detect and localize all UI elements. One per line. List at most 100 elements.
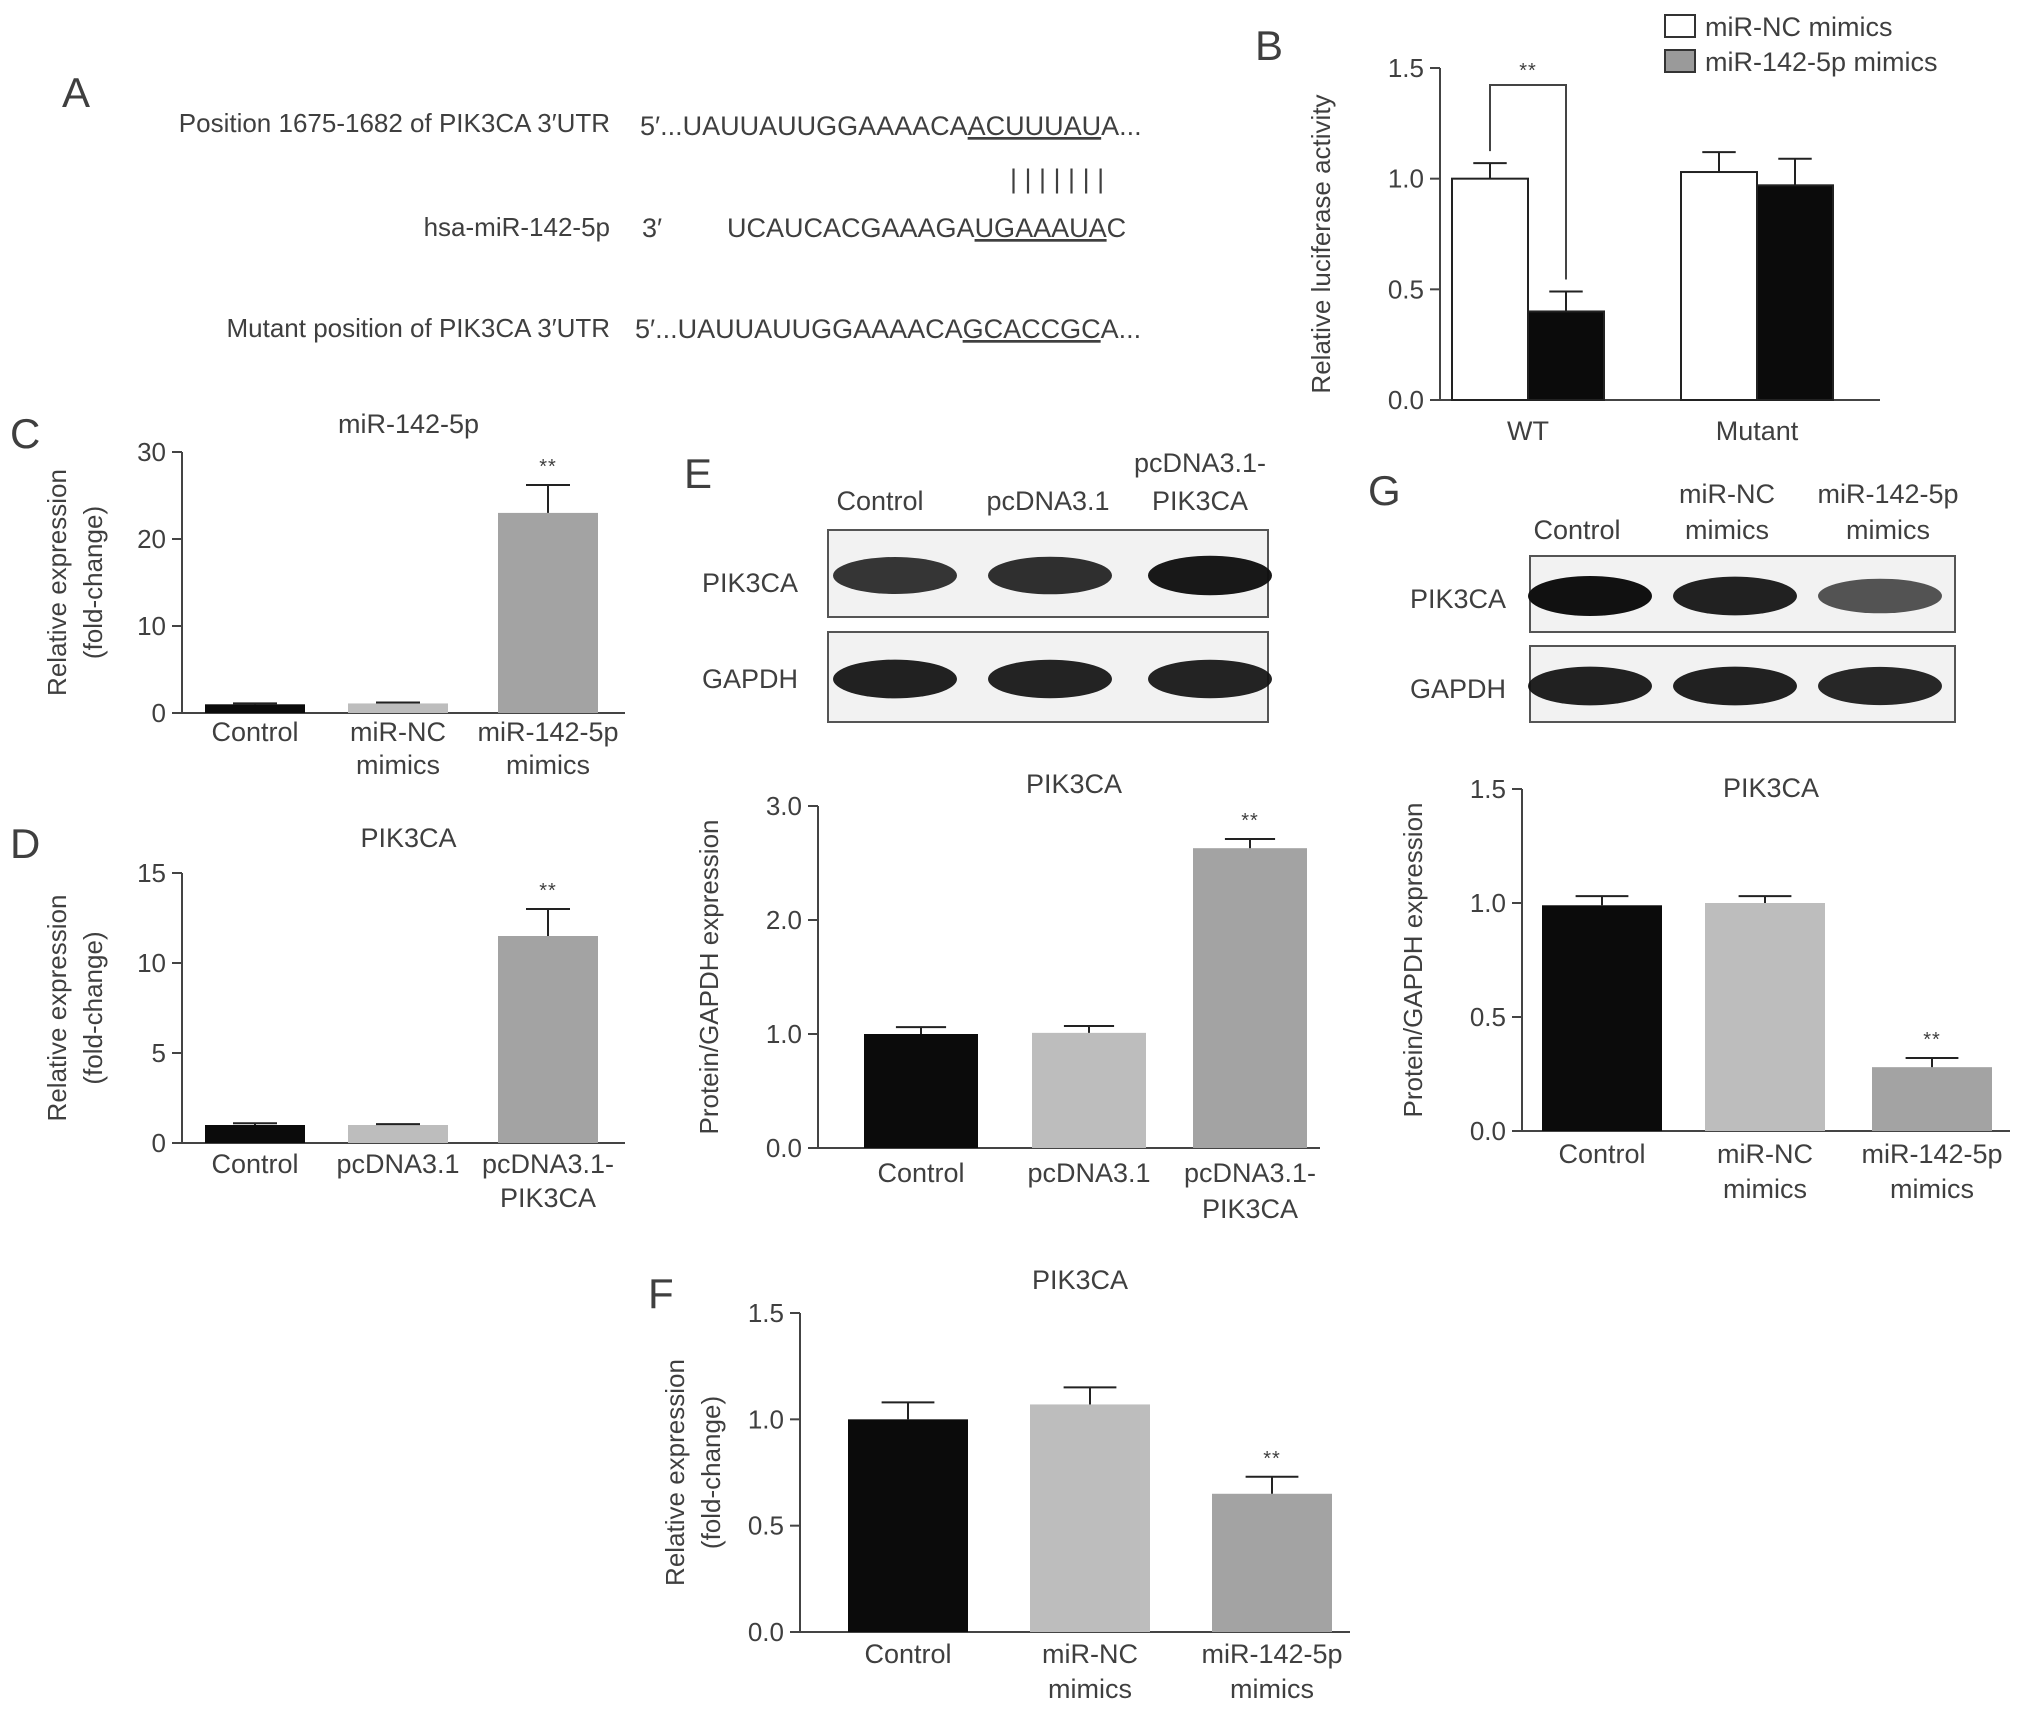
base-pair-lines: | | | | | | | [1010,164,1104,194]
chart-e-protein-expression: 0.0 1.0 2.0 3.0 PIK3CA Control pcDNA3.1 ** pcDNA… [694,769,1320,1224]
blot-g-row-pik3ca: PIK3CA [1410,584,1506,614]
blot-e-col-control: Control [836,486,923,516]
mirna-seed: UGAAAUA [975,213,1107,243]
y-axis-label: Protein/GAPDH expression [694,819,724,1134]
bar [348,1125,448,1143]
utr-wt-suffix: A... [1101,111,1142,141]
chart-f-pik3ca-expression: 0.0 0.5 1.0 1.5 PIK3CA Control miR-NC mimics ** m… [660,1265,1350,1704]
x-category-label: miR-NC [1042,1639,1138,1669]
bar [1527,310,1605,402]
mirna-label: hsa-miR-142-5p [424,212,610,242]
legend-swatch-nc [1664,14,1696,38]
utr-mutant-prefix: 5′...UAUUAUUGGAAAACA [635,314,963,344]
blot-g-col-control: Control [1533,515,1620,545]
y-tick-label: 3.0 [766,791,802,821]
utr-wt-sequence: 5′...UAUUAUUGGAAAACAACUUUAUA... [640,111,1142,141]
x-category-label: miR-NC [1717,1139,1813,1169]
x-category-label: PIK3CA [500,1183,596,1213]
significance-marker: ** [539,456,557,478]
western-blot-e: Control pcDNA3.1 pcDNA3.1- PIK3CA PIK3CA… [702,448,1272,723]
blot-e-col-pcdna-pik3ca-1: pcDNA3.1- [1134,448,1266,478]
chart-title: PIK3CA [360,823,456,853]
bar [205,1125,305,1143]
chart-g-protein-expression: 0.0 0.5 1.0 1.5 PIK3CA Control miR-NC mimics ** m… [1398,773,2010,1204]
y-tick-label: 0.5 [748,1511,784,1541]
mirna-sequence: UCAUCACGAAAGAUGAAAUAC [727,213,1126,243]
bar [1872,1067,1992,1131]
y-tick-label: 0.5 [1388,274,1424,304]
bar [848,1419,968,1632]
x-category-label: Control [211,717,298,747]
x-category-label: WT [1507,416,1549,446]
x-category-label: Control [864,1639,951,1669]
blot-e-col-pcdna-pik3ca-2: PIK3CA [1152,486,1248,516]
y-tick-label: 1.5 [1388,53,1424,83]
blot-band [833,659,957,699]
x-category-label: Mutant [1716,416,1799,446]
blot-g-row-gapdh: GAPDH [1410,674,1506,704]
panel-letter-g: G [1368,467,1401,514]
y-tick-label: 5 [152,1038,166,1068]
legend-label-nc: miR-NC mimics [1705,12,1892,42]
bar [348,703,448,713]
blot-e-row-gapdh: GAPDH [702,664,798,694]
panel-letter-e: E [684,450,712,497]
blot-g-col-nc-2: mimics [1685,515,1769,545]
bar [1212,1493,1332,1632]
y-axis-label: Relative expression [42,469,72,696]
panel-letter-b: B [1255,22,1283,69]
y-tick-label: 10 [137,948,166,978]
x-category-label: Control [211,1149,298,1179]
x-category-label: mimics [1230,1674,1314,1704]
blot-g-col-nc-1: miR-NC [1679,479,1775,509]
legend-b: miR-NC mimics miR-142-5p mimics [1664,12,1938,77]
chart-title: PIK3CA [1723,773,1819,803]
y-axis-label: Relative expression [660,1359,690,1586]
blot-band [1148,659,1272,699]
bar [1680,171,1758,401]
y-tick-label: 15 [137,858,166,888]
x-category-label: pcDNA3.1 [336,1149,459,1179]
x-category-label: pcDNA3.1- [482,1149,614,1179]
bar [1032,1032,1146,1148]
legend-swatch-mimic [1664,49,1696,73]
panel-letter-a: A [62,69,90,116]
utr-mutant-label: Mutant position of PIK3CA 3′UTR [227,313,611,343]
blot-band [1818,666,1942,706]
utr-mutant-suffix: A... [1101,314,1142,344]
y-axis-label: Protein/GAPDH expression [1398,802,1428,1117]
significance-bracket [1489,84,1567,280]
blot-band [1673,666,1797,706]
utr-wt-prefix: 5′...UAUUAUUGGAAAACA [640,111,968,141]
mirna-end-label: 3′ [642,213,662,243]
blot-band [1528,576,1652,616]
blot-band [1528,666,1652,706]
bar [1542,905,1662,1131]
x-category-label: mimics [1890,1174,1974,1204]
bar [1705,903,1825,1131]
y-tick-label: 20 [137,524,166,554]
y-tick-label: 10 [137,611,166,641]
x-category-label: Control [1558,1139,1645,1169]
significance-marker: ** [1923,1029,1941,1051]
y-tick-label: 0 [152,1128,166,1158]
x-category-label: mimics [356,750,440,780]
y-axis-label: Relative luciferase activity [1306,94,1336,393]
x-category-label: mimics [1723,1174,1807,1204]
y-tick-label: 1.0 [1470,888,1506,918]
bar [1451,177,1529,401]
y-tick-label: 0.0 [748,1617,784,1647]
blot-band [1818,578,1942,614]
panel-letter-d: D [10,820,40,867]
blot-g-col-mir-1: miR-142-5p [1817,479,1958,509]
panel-letter-f: F [648,1270,674,1317]
bar [1193,848,1307,1148]
western-blot-g: Control miR-NC mimics miR-142-5p mimics … [1410,479,1959,723]
y-tick-label: 1.5 [748,1298,784,1328]
y-tick-label: 0.0 [1470,1116,1506,1146]
mirna-suffix: C [1107,213,1127,243]
blot-band [988,659,1112,699]
x-category-label: PIK3CA [1202,1194,1298,1224]
y-tick-label: 1.0 [766,1019,802,1049]
